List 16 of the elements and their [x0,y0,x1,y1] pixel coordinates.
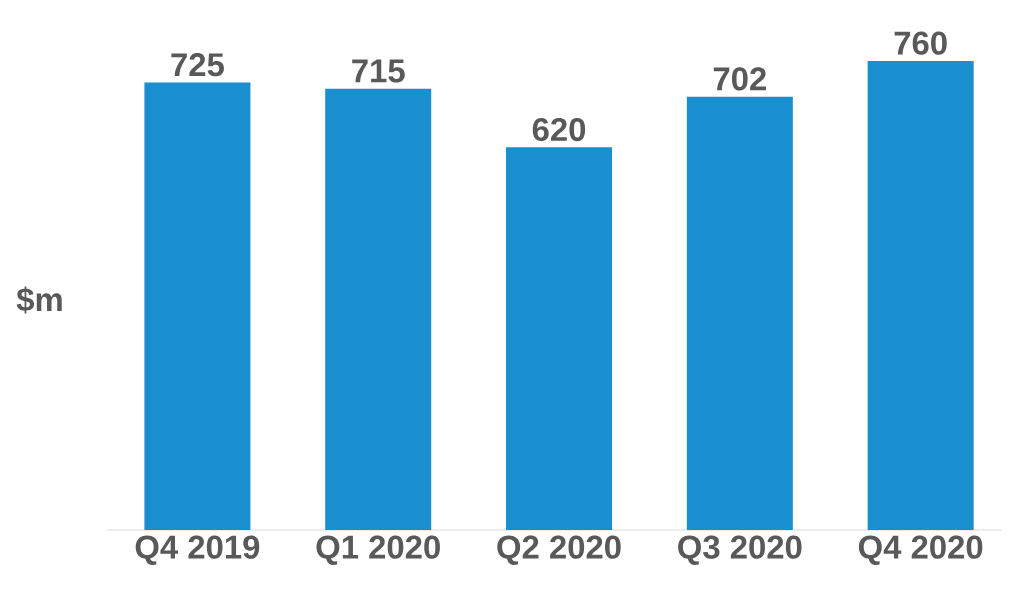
bar [686,96,793,530]
data-label: 715 [352,59,405,83]
data-label: 620 [532,117,586,142]
x-tick-label: Q1 2020 [316,535,440,565]
data-label: 725 [171,53,224,77]
bar [506,147,613,530]
bar [144,82,251,530]
bar [867,60,974,530]
x-tick-label: Q4 2020 [858,535,983,565]
bar [325,88,432,530]
x-tick-label: Q3 2020 [678,535,802,565]
y-axis-title: $m [16,286,62,314]
x-tick-label: Q2 2020 [497,535,621,565]
x-tick-label: Q4 2019 [135,535,260,565]
data-label: 702 [713,67,766,91]
data-label: 760 [894,31,947,55]
